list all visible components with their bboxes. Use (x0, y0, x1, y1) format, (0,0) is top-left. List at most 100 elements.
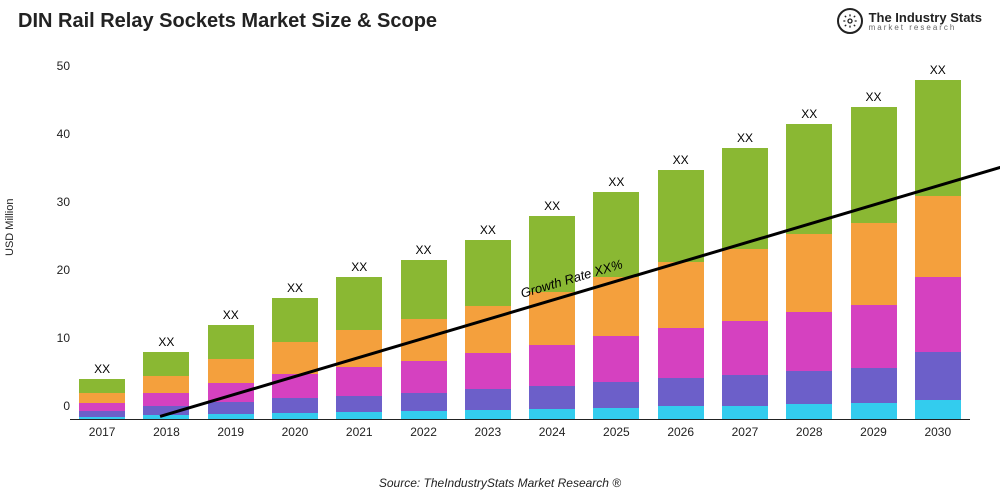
bar-segment (465, 306, 511, 354)
x-tick-label: 2017 (70, 425, 134, 439)
bar-stack (529, 216, 575, 420)
x-tick-label: 2028 (777, 425, 841, 439)
bar-segment (658, 406, 704, 420)
bar-segment (851, 305, 897, 368)
page-title: DIN Rail Relay Sockets Market Size & Sco… (18, 10, 437, 33)
bar-segment (272, 342, 318, 374)
bar-segment (529, 216, 575, 291)
bar-segment (593, 192, 639, 276)
chart-area: XXXXXXXXXXXXXXXXXXXXXXXXXXXX Growth Rate… (70, 80, 970, 420)
bar-segment (79, 393, 125, 403)
x-tick-label: 2026 (649, 425, 713, 439)
plot: XXXXXXXXXXXXXXXXXXXXXXXXXXXX (70, 80, 970, 420)
y-tick: 0 (63, 399, 70, 413)
bar-segment (208, 359, 254, 383)
bar-value-label: XX (544, 199, 560, 213)
bar-group: XX (263, 281, 327, 420)
x-tick-label: 2018 (134, 425, 198, 439)
bar-value-label: XX (480, 223, 496, 237)
x-tick-label: 2025 (584, 425, 648, 439)
bar-segment (786, 234, 832, 312)
bar-stack (208, 325, 254, 420)
bar-segment (658, 328, 704, 378)
bar-segment (465, 240, 511, 306)
bar-segment (272, 298, 318, 342)
bar-stack (851, 107, 897, 420)
bar-segment (465, 353, 511, 389)
gear-icon (837, 8, 863, 34)
bar-group: XX (649, 153, 713, 420)
bar-stack (915, 80, 961, 420)
bar-segment (915, 196, 961, 278)
bar-segment (529, 386, 575, 409)
bar-segment (851, 368, 897, 403)
y-axis: 01020304050 (40, 80, 70, 420)
bar-group: XX (842, 90, 906, 420)
bar-segment (851, 107, 897, 223)
bar-segment (143, 406, 189, 415)
bar-segment (593, 277, 639, 337)
bar-segment (722, 406, 768, 420)
bar-segment (336, 367, 382, 396)
bar-stack (79, 379, 125, 420)
chart-container: DIN Rail Relay Sockets Market Size & Sco… (0, 0, 1000, 500)
bar-value-label: XX (673, 153, 689, 167)
bar-value-label: XX (287, 281, 303, 295)
bar-group: XX (134, 335, 198, 420)
y-tick: 20 (57, 263, 70, 277)
bar-segment (465, 389, 511, 409)
bar-segment (593, 382, 639, 408)
bar-group: XX (713, 131, 777, 420)
bar-segment (401, 361, 447, 393)
bar-segment (915, 352, 961, 400)
bar-segment (658, 378, 704, 407)
bar-segment (915, 277, 961, 352)
bar-stack (786, 124, 832, 420)
bar-stack (593, 192, 639, 420)
bar-segment (786, 124, 832, 233)
source-attribution: Source: TheIndustryStats Market Research… (0, 476, 1000, 490)
bar-segment (272, 374, 318, 398)
bar-segment (658, 170, 704, 262)
y-tick: 30 (57, 195, 70, 209)
bar-segment (658, 262, 704, 328)
bar-segment (208, 325, 254, 359)
bar-segment (722, 375, 768, 406)
bar-segment (401, 393, 447, 411)
bar-segment (79, 379, 125, 393)
bar-segment (336, 277, 382, 329)
bar-value-label: XX (608, 175, 624, 189)
y-tick: 50 (57, 59, 70, 73)
bar-segment (786, 312, 832, 371)
bar-stack (336, 277, 382, 420)
x-tick-label: 2020 (263, 425, 327, 439)
bar-segment (79, 403, 125, 411)
bar-segment (851, 223, 897, 305)
bar-value-label: XX (158, 335, 174, 349)
bar-stack (401, 260, 447, 420)
bar-group: XX (584, 175, 648, 420)
bar-value-label: XX (737, 131, 753, 145)
bar-segment (143, 393, 189, 407)
x-tick-label: 2022 (392, 425, 456, 439)
bar-segment (915, 400, 961, 420)
logo-main: The Industry Stats (869, 11, 982, 24)
x-tick-label: 2027 (713, 425, 777, 439)
bar-segment (786, 404, 832, 420)
bar-group: XX (70, 362, 134, 420)
bar-stack (465, 240, 511, 420)
bar-value-label: XX (930, 63, 946, 77)
bar-segment (401, 319, 447, 361)
bar-segment (208, 402, 254, 414)
x-tick-label: 2021 (327, 425, 391, 439)
x-tick-label: 2030 (906, 425, 970, 439)
bar-value-label: XX (801, 107, 817, 121)
y-tick: 10 (57, 331, 70, 345)
bar-stack (722, 148, 768, 420)
logo-text: The Industry Stats market research (869, 11, 982, 32)
bar-group: XX (392, 243, 456, 420)
bar-segment (401, 260, 447, 318)
bar-segment (208, 383, 254, 402)
x-tick-label: 2019 (199, 425, 263, 439)
bar-group: XX (456, 223, 520, 420)
